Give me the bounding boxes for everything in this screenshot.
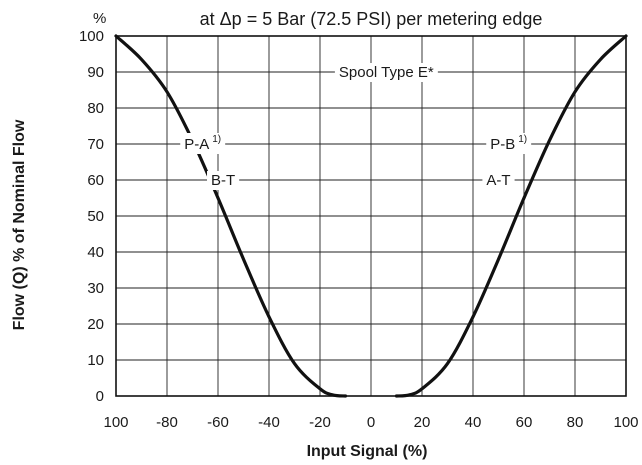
x-axis-title: Input Signal (%) (307, 443, 428, 460)
x-tick-label: 100 (613, 414, 638, 431)
annotation-p-a-backing (180, 133, 226, 154)
annotation-spool-type-backing (334, 63, 438, 82)
y-unit-label: % (93, 10, 106, 27)
annotation-p-b-backing (486, 133, 532, 154)
y-tick-label: 10 (87, 352, 104, 369)
x-tick-label: 0 (367, 414, 375, 431)
x-tick-label: -80 (156, 414, 178, 431)
footnote-mark: 1) (518, 134, 527, 145)
annotation-b-t: B-T (211, 172, 235, 189)
y-tick-label: 70 (87, 136, 104, 153)
annotation-a-t-backing (482, 171, 515, 190)
y-tick-label: 100 (79, 28, 104, 45)
tick-labels: 100 -80 -60 -40 -20 0 20 40 60 80 100 0 10 20 30 40 50 60… (79, 28, 639, 431)
chart-title: at Δp = 5 Bar (72.5 PSI) per metering ed… (200, 9, 543, 29)
y-tick-label: 40 (87, 244, 104, 261)
curves (114, 34, 628, 398)
x-tick-label: 20 (414, 414, 431, 431)
footnote-mark: 1) (212, 134, 221, 145)
y-tick-label: 90 (87, 64, 104, 81)
annotation-spool-type: Spool Type E* (339, 64, 434, 81)
y-axis-title: Flow (Q) % of Nominal Flow (11, 119, 28, 330)
x-tick-label: -60 (207, 414, 229, 431)
x-tick-label: 100 (103, 414, 128, 431)
flow-curve-left (114, 34, 348, 398)
x-tick-label: 40 (465, 414, 482, 431)
annotation-b-t-backing (207, 171, 240, 190)
flow-curve-right (394, 34, 628, 398)
y-tick-label: 30 (87, 280, 104, 297)
gridlines (116, 36, 626, 396)
y-tick-label: 60 (87, 172, 104, 189)
plot-frame (115, 35, 627, 397)
y-tick-label: 0 (96, 388, 104, 405)
x-tick-label: 80 (567, 414, 584, 431)
y-tick-label: 80 (87, 100, 104, 117)
y-tick-label: 50 (87, 208, 104, 225)
x-tick-label: 60 (516, 414, 533, 431)
y-tick-label: 20 (87, 316, 104, 333)
annotations: Spool Type E*P-A 1)B-TP-B 1)A-T (180, 63, 532, 190)
x-tick-label: -20 (309, 414, 331, 431)
annotation-a-t: A-T (486, 172, 510, 189)
x-tick-label: -40 (258, 414, 280, 431)
